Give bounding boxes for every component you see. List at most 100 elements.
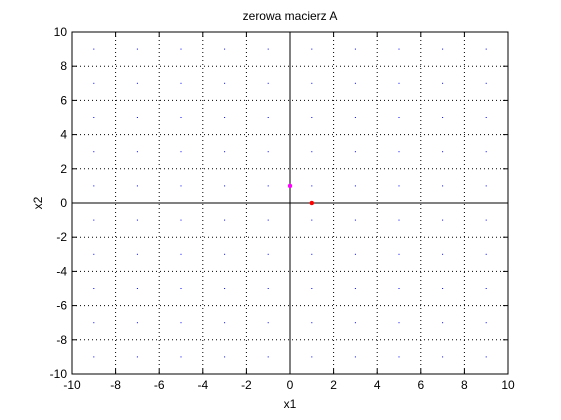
- background-dot: [485, 185, 487, 187]
- y-tick-label: -8: [56, 333, 67, 347]
- x-tick-label: 8: [461, 378, 468, 392]
- background-dot: [485, 48, 487, 50]
- x-tick-label: 4: [374, 378, 381, 392]
- background-dot: [398, 219, 400, 221]
- background-dot: [136, 48, 138, 50]
- background-dot: [267, 48, 269, 50]
- background-dot: [485, 253, 487, 255]
- background-dot: [136, 322, 138, 324]
- background-dot: [398, 117, 400, 118]
- background-dot: [398, 288, 400, 289]
- y-tick-label: 10: [54, 25, 68, 39]
- y-tick-label: -2: [56, 230, 67, 244]
- background-dot: [93, 219, 95, 221]
- background-dot: [224, 288, 226, 289]
- background-dot: [442, 117, 444, 118]
- y-tick-label: 2: [60, 162, 67, 176]
- x-tick-label: -10: [63, 378, 81, 392]
- y-tick-label: 4: [60, 128, 67, 142]
- x-tick-label: -6: [154, 378, 165, 392]
- background-dot: [224, 48, 226, 50]
- background-dot: [136, 185, 138, 187]
- x-tick-label: 10: [501, 378, 515, 392]
- background-dot: [93, 48, 95, 50]
- background-dot: [224, 356, 226, 358]
- x-tick-label: -8: [110, 378, 121, 392]
- background-dot: [93, 82, 95, 84]
- data-point: [287, 183, 293, 189]
- x-tick-label: 2: [330, 378, 337, 392]
- y-tick-label: -4: [56, 264, 67, 278]
- background-dot: [354, 322, 356, 324]
- background-dot: [180, 185, 182, 187]
- background-dot: [180, 253, 182, 255]
- data-point: [309, 200, 315, 206]
- background-dot: [136, 356, 138, 358]
- background-dot: [442, 48, 444, 50]
- background-dot: [442, 82, 444, 84]
- background-dot: [485, 82, 487, 84]
- background-dot: [442, 356, 444, 358]
- background-dot: [267, 219, 269, 221]
- background-dot: [311, 253, 313, 255]
- background-dot: [311, 185, 313, 187]
- background-dot: [442, 253, 444, 255]
- background-dot: [354, 253, 356, 255]
- x-axis-label: x1: [284, 397, 297, 411]
- background-dot: [93, 151, 95, 153]
- x-tick-label: 0: [287, 378, 294, 392]
- background-dot: [93, 185, 95, 187]
- background-dot: [311, 322, 313, 324]
- x-tick-label: 6: [417, 378, 424, 392]
- background-dot: [136, 117, 138, 118]
- background-dot: [311, 288, 313, 289]
- background-dot: [354, 356, 356, 358]
- background-dot: [485, 151, 487, 153]
- background-dot: [267, 151, 269, 153]
- background-dot: [224, 151, 226, 153]
- background-dot: [136, 151, 138, 153]
- background-dot: [485, 322, 487, 324]
- background-dot: [398, 322, 400, 324]
- background-dot: [442, 288, 444, 289]
- y-tick-label: -6: [56, 299, 67, 313]
- background-dot: [398, 185, 400, 187]
- background-dot: [224, 82, 226, 84]
- y-tick-label: -10: [50, 367, 68, 381]
- background-dot: [180, 219, 182, 221]
- background-dot: [485, 288, 487, 289]
- background-dot: [354, 151, 356, 153]
- background-dot: [354, 219, 356, 221]
- background-dot: [93, 117, 95, 118]
- background-dot: [398, 48, 400, 50]
- background-dot: [180, 82, 182, 84]
- background-dot: [224, 322, 226, 324]
- background-dot: [224, 253, 226, 255]
- background-dot: [93, 253, 95, 255]
- background-dot: [398, 356, 400, 358]
- background-dot: [136, 219, 138, 221]
- background-dot: [398, 151, 400, 153]
- background-dot: [93, 288, 95, 289]
- background-dot: [267, 253, 269, 255]
- background-dot: [224, 117, 226, 118]
- background-dot: [485, 356, 487, 358]
- y-axis-label: x2: [31, 196, 45, 209]
- background-dot: [311, 219, 313, 221]
- y-tick-label: 0: [60, 196, 67, 210]
- background-dot: [180, 117, 182, 118]
- background-dot: [180, 356, 182, 358]
- chart-title: zerowa macierz A: [243, 9, 338, 23]
- background-dot: [267, 82, 269, 84]
- background-dot: [354, 117, 356, 118]
- background-dot: [354, 82, 356, 84]
- x-tick-label: -4: [197, 378, 208, 392]
- background-dot: [93, 356, 95, 358]
- background-dot: [442, 151, 444, 153]
- y-tick-label: 6: [60, 93, 67, 107]
- background-dot: [267, 322, 269, 324]
- background-dot: [180, 48, 182, 50]
- x-tick-label: -2: [241, 378, 252, 392]
